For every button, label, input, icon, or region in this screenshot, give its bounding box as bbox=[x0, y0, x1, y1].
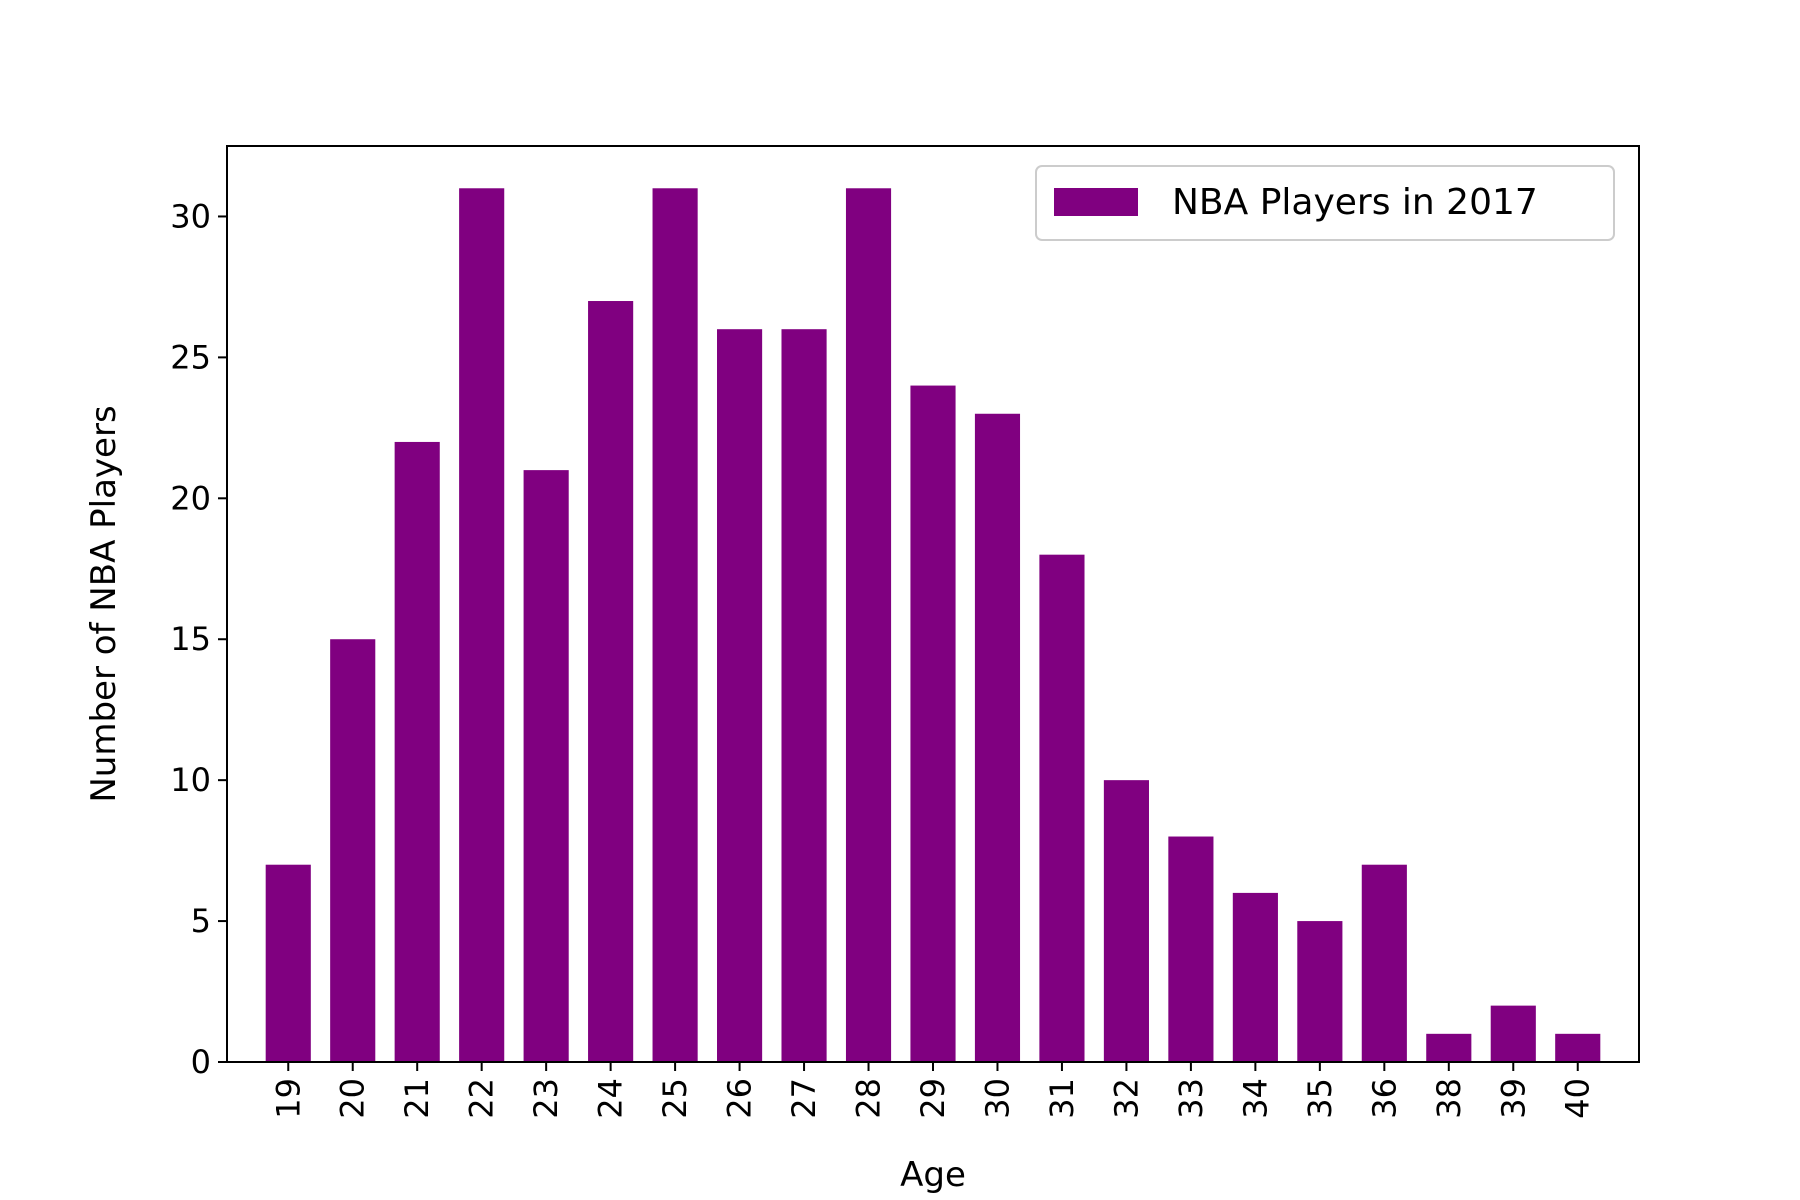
bar-age-19 bbox=[265, 864, 311, 1062]
x-tick-label: 34 bbox=[1236, 1078, 1274, 1119]
plot-frame bbox=[226, 145, 1640, 1063]
bar-age-36 bbox=[1361, 864, 1407, 1062]
x-tick-label: 22 bbox=[463, 1078, 501, 1119]
bars-layer bbox=[265, 188, 1601, 1063]
bar-age-27 bbox=[781, 329, 827, 1062]
x-tick-label: 27 bbox=[785, 1078, 823, 1119]
x-tick-label: 21 bbox=[398, 1078, 436, 1119]
bar-age-39 bbox=[1490, 1005, 1536, 1062]
bar-age-28 bbox=[845, 188, 892, 1062]
bar-age-26 bbox=[717, 329, 763, 1062]
y-tick-label: 15 bbox=[170, 620, 211, 658]
legend: NBA Players in 2017 bbox=[1035, 165, 1615, 241]
bar-age-31 bbox=[1039, 554, 1085, 1062]
x-tick-label: 26 bbox=[721, 1078, 759, 1119]
y-axis-label: Number of NBA Players bbox=[84, 405, 124, 802]
x-tick-label: 31 bbox=[1043, 1078, 1081, 1119]
bar-age-29 bbox=[910, 385, 956, 1063]
bar-age-24 bbox=[588, 301, 634, 1062]
y-tick-label: 10 bbox=[170, 761, 211, 799]
y-axis: 0 5 10 15 20 25 30 bbox=[170, 197, 227, 1081]
legend-entry-label: NBA Players in 2017 bbox=[1172, 182, 1538, 223]
bar-age-20 bbox=[330, 639, 376, 1062]
x-tick-label: 19 bbox=[269, 1078, 307, 1119]
y-tick-label: 0 bbox=[191, 1043, 211, 1081]
legend-swatch bbox=[1054, 188, 1138, 216]
bar-age-30 bbox=[974, 413, 1021, 1062]
x-axis-label: Age bbox=[900, 1155, 966, 1195]
bar-age-23 bbox=[523, 470, 569, 1063]
x-tick-label: 38 bbox=[1430, 1078, 1468, 1119]
x-tick-label: 40 bbox=[1559, 1078, 1597, 1119]
y-tick-label: 20 bbox=[170, 479, 211, 517]
x-tick-label: 29 bbox=[914, 1078, 952, 1119]
bar-age-21 bbox=[394, 441, 440, 1062]
y-tick-label: 5 bbox=[191, 902, 211, 940]
x-tick-label: 24 bbox=[592, 1078, 630, 1119]
x-tick-label: 20 bbox=[334, 1078, 372, 1119]
y-tick-label: 25 bbox=[170, 338, 211, 376]
x-tick-label: 33 bbox=[1172, 1078, 1210, 1119]
x-tick-label: 36 bbox=[1365, 1078, 1403, 1119]
x-tick-label: 30 bbox=[978, 1078, 1016, 1119]
bar-age-25 bbox=[652, 188, 698, 1062]
x-tick-label: 28 bbox=[850, 1078, 888, 1119]
bar-age-34 bbox=[1232, 892, 1278, 1062]
x-tick-label: 32 bbox=[1107, 1078, 1145, 1119]
legend-box bbox=[1035, 165, 1615, 241]
bar-age-38 bbox=[1426, 1033, 1472, 1062]
x-axis: 19 20 21 22 23 24 25 26 27 28 29 30 31 32 33 34 35 36 38 39… bbox=[269, 1062, 1597, 1119]
x-tick-label: 25 bbox=[656, 1078, 694, 1119]
bar-age-40 bbox=[1555, 1033, 1601, 1062]
x-tick-label: 39 bbox=[1494, 1078, 1532, 1119]
bar-age-35 bbox=[1297, 921, 1343, 1062]
y-tick-label: 30 bbox=[170, 197, 211, 235]
bar-age-32 bbox=[1103, 780, 1149, 1062]
x-tick-label: 35 bbox=[1301, 1078, 1339, 1119]
bar-age-22 bbox=[459, 188, 505, 1062]
x-tick-label: 23 bbox=[527, 1078, 565, 1119]
bar-age-33 bbox=[1168, 836, 1214, 1062]
